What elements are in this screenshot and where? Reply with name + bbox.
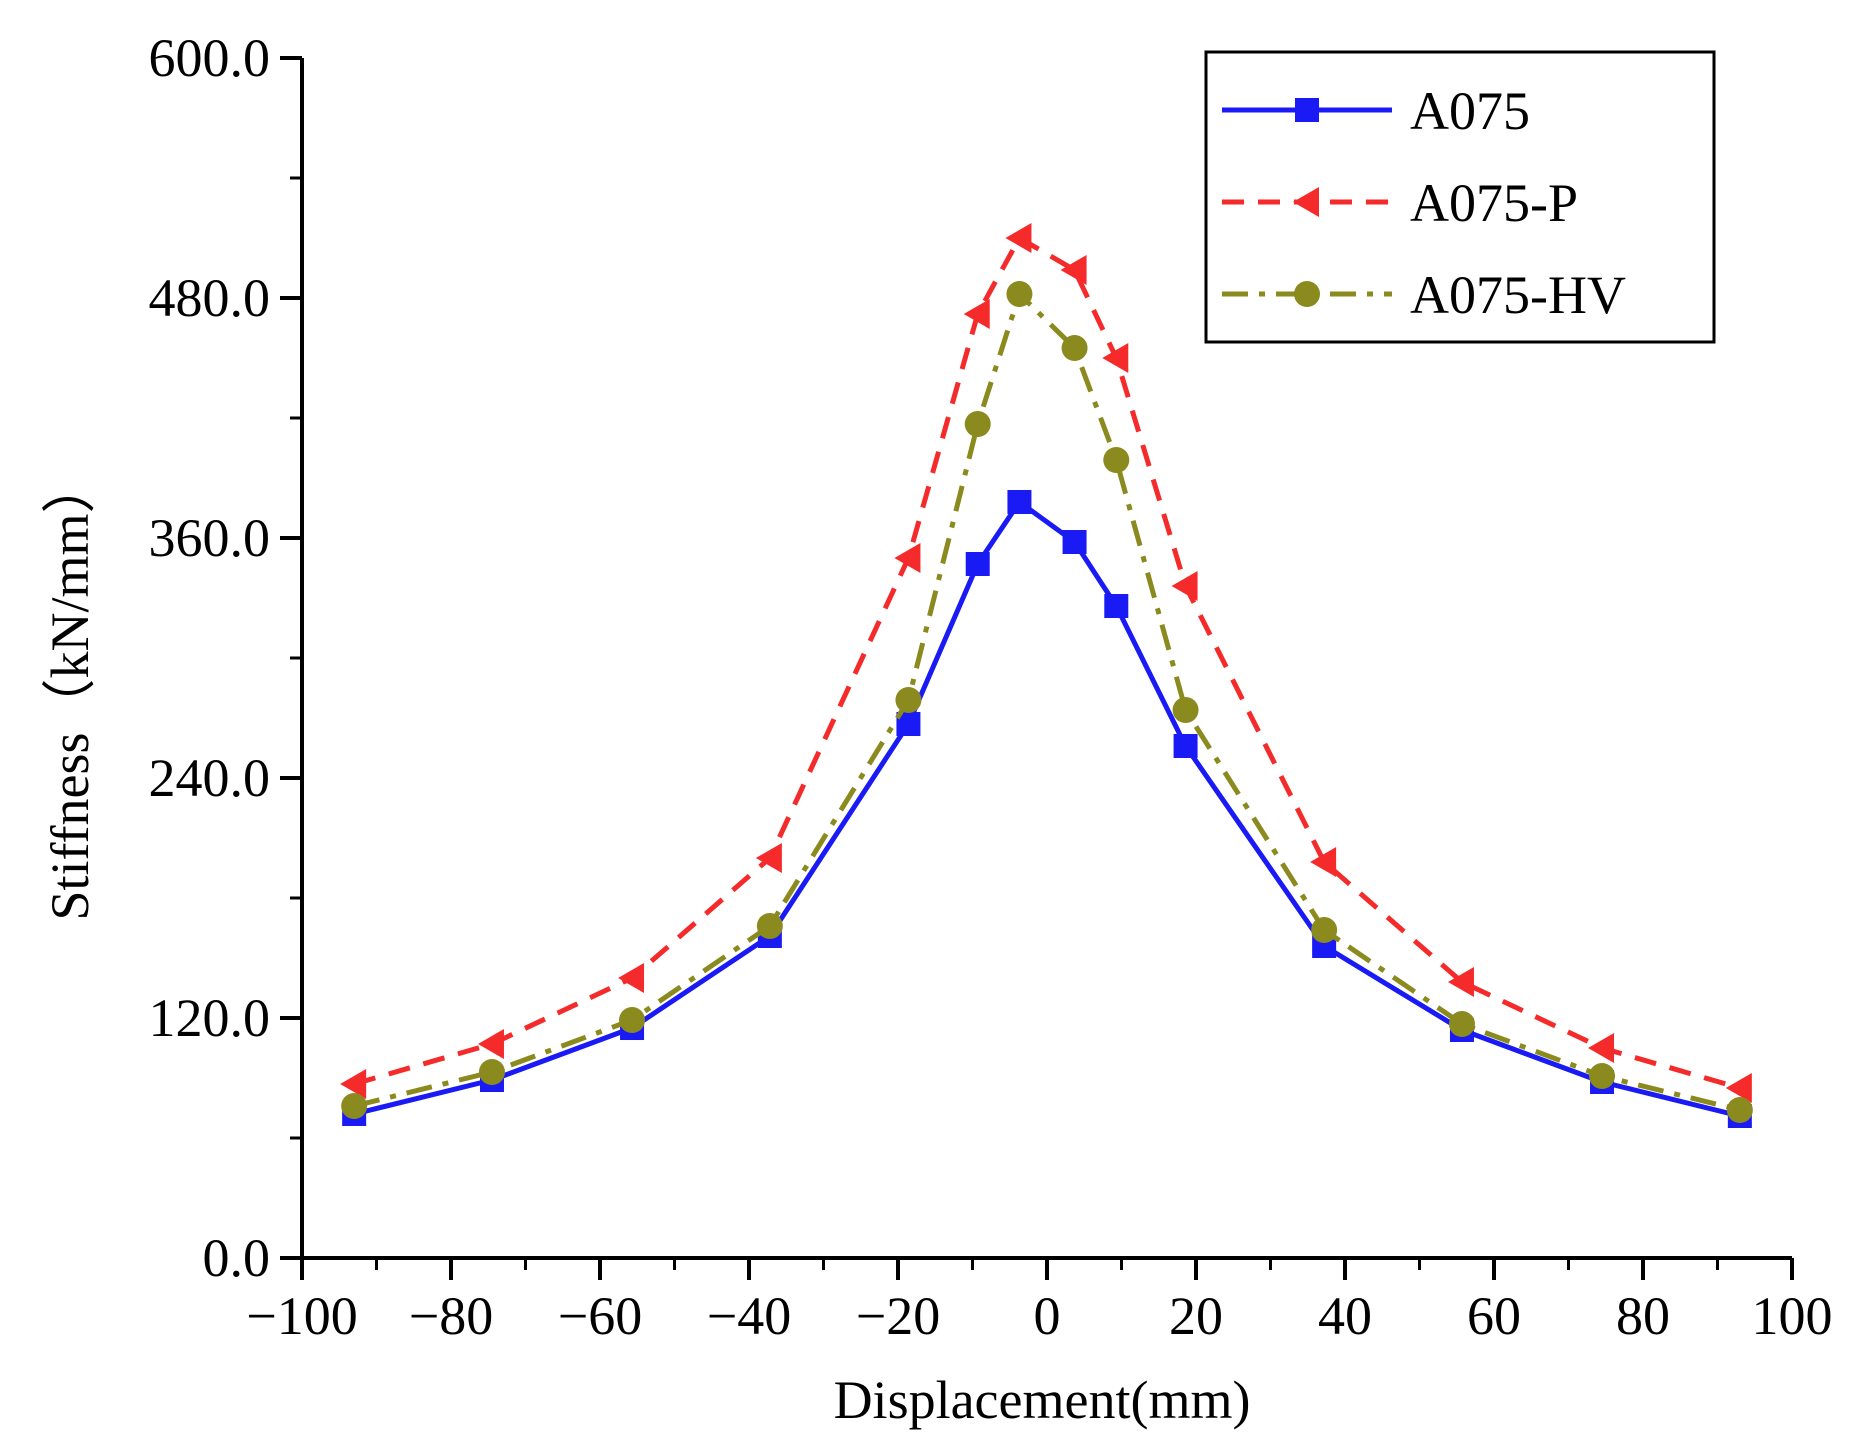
data-point — [1172, 697, 1199, 723]
data-point — [1007, 490, 1032, 514]
legend-label: A075-P — [1410, 173, 1578, 233]
data-point — [619, 1007, 646, 1033]
y-tick-label: 240.0 — [149, 748, 271, 808]
x-tick-label: 100 — [1752, 1286, 1833, 1346]
series-line — [353, 499, 1741, 1119]
data-point — [755, 843, 782, 873]
data-point — [1061, 335, 1088, 361]
legend-marker — [1295, 98, 1319, 122]
data-point — [1726, 1097, 1753, 1123]
series-layer — [340, 223, 1753, 1128]
series-line — [353, 235, 1741, 1091]
series-a075-p — [340, 223, 1752, 1103]
data-point — [341, 1093, 368, 1119]
data-point — [340, 1069, 367, 1099]
data-point — [1060, 255, 1087, 285]
x-tick-label: 60 — [1467, 1286, 1521, 1346]
data-point — [1447, 967, 1474, 997]
y-tick-label: 120.0 — [149, 988, 271, 1048]
data-point — [1102, 343, 1129, 373]
data-point — [1173, 734, 1198, 758]
data-point — [965, 552, 990, 576]
series-a075-hv — [341, 281, 1753, 1123]
series-line — [353, 291, 1741, 1113]
x-tick-label: −80 — [409, 1286, 493, 1346]
y-tick-label: 0.0 — [203, 1228, 271, 1288]
data-point — [1103, 447, 1130, 473]
x-tick-label: 0 — [1034, 1286, 1061, 1346]
x-tick-label: −40 — [707, 1286, 791, 1346]
data-point — [1062, 530, 1087, 554]
data-point — [963, 299, 990, 329]
data-point — [756, 913, 783, 939]
legend-marker — [1293, 187, 1319, 217]
x-tick-label: −20 — [856, 1286, 940, 1346]
data-point — [1725, 1073, 1752, 1103]
y-tick-label: 600.0 — [149, 28, 271, 88]
data-point — [1310, 847, 1337, 877]
data-point — [964, 411, 991, 437]
data-point — [1588, 1033, 1615, 1063]
data-point — [1448, 1011, 1475, 1037]
data-point — [618, 963, 645, 993]
data-point — [1589, 1063, 1616, 1089]
y-tick-label: 480.0 — [149, 268, 271, 328]
data-point — [894, 543, 921, 573]
data-point — [478, 1059, 505, 1085]
y-axis-ticks: 0.0 120.0 240.0 360.0 480.0 600.0 — [149, 28, 302, 1288]
series-a075 — [342, 490, 1752, 1128]
x-tick-label: −60 — [558, 1286, 642, 1346]
x-tick-label: 40 — [1318, 1286, 1372, 1346]
legend-marker — [1294, 281, 1320, 307]
y-axis-title: Stiffness（kN/mm） — [40, 459, 100, 920]
data-point — [477, 1029, 504, 1059]
x-tick-label: 20 — [1169, 1286, 1223, 1346]
legend: A075 A075-P A075-HV — [1204, 50, 1716, 344]
x-tick-label: 80 — [1616, 1286, 1670, 1346]
data-point — [1006, 281, 1033, 307]
data-point — [1104, 594, 1129, 618]
data-point — [1005, 223, 1032, 253]
y-tick-label: 360.0 — [149, 508, 271, 568]
data-point — [1311, 917, 1338, 943]
legend-label: A075-HV — [1410, 265, 1626, 325]
x-tick-label: −100 — [246, 1286, 357, 1346]
x-axis-title: Displacement(mm) — [834, 1370, 1251, 1430]
legend-label: A075 — [1410, 81, 1530, 141]
data-point — [895, 687, 922, 713]
data-point — [1171, 571, 1198, 601]
x-axis-ticks: −100 −80 −60 −40 −20 0 20 40 60 80 100 — [246, 1258, 1833, 1346]
